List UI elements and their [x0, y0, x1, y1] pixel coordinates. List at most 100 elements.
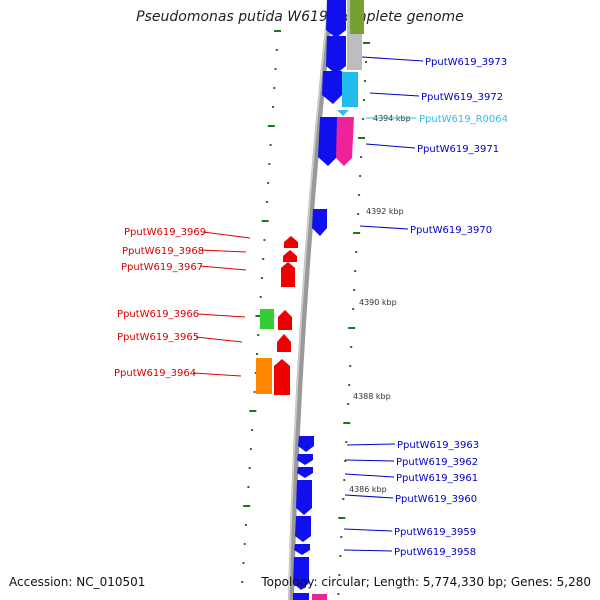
tick-mark — [352, 308, 355, 310]
gene-label-3959[interactable]: PputW619_3959 — [394, 527, 476, 538]
tick-mark — [251, 429, 254, 431]
gene-label-3968[interactable]: PputW619_3968 — [122, 246, 204, 257]
leader-line — [197, 313, 246, 318]
gene-bottom-pink — [312, 594, 327, 600]
tick-mark — [343, 422, 351, 424]
kbp-label-4392: 4392 kbp — [366, 207, 404, 216]
leader-line — [365, 143, 416, 149]
tick-mark — [267, 182, 270, 184]
leader-line — [199, 265, 247, 271]
accession-text: Accession: NC_010501 — [9, 575, 146, 589]
label-leader-lines — [192, 56, 424, 552]
tick-mark — [357, 213, 360, 215]
tick-mark — [347, 403, 350, 405]
tick-mark — [274, 68, 277, 70]
gene-3969-arrow[interactable] — [284, 236, 298, 248]
gene-label-R0064[interactable]: PputW619_R0064 — [419, 114, 508, 125]
gene-3960-arrow[interactable] — [296, 480, 312, 515]
right-gene-labels: PputW619_3973 PputW619_3972 PputW619_R00… — [394, 57, 508, 558]
tick-mark — [349, 365, 352, 367]
gene-label-3973[interactable]: PputW619_3973 — [425, 57, 507, 68]
gene-3973-arrow[interactable] — [326, 0, 346, 38]
gene-label-3964[interactable]: PputW619_3964 — [114, 368, 196, 379]
gene-label-3963[interactable]: PputW619_3963 — [397, 440, 479, 451]
gene-3973b-arrow[interactable] — [326, 36, 346, 74]
tick-mark — [338, 517, 346, 519]
tick-mark — [267, 125, 275, 127]
gene-3970-arrow[interactable] — [312, 209, 327, 236]
tick-mark — [272, 106, 275, 108]
tick-mark — [241, 581, 244, 583]
gene-3967-arrow[interactable] — [281, 262, 295, 287]
topology-text: Topology: circular; Length: 5,774,330 bp… — [261, 575, 591, 589]
tick-mark — [244, 524, 247, 526]
tick-mark — [340, 536, 343, 538]
tick-mark — [265, 201, 268, 203]
gene-3964-arrow[interactable] — [274, 359, 290, 395]
tick-mark — [343, 479, 346, 481]
tick-mark — [260, 277, 263, 279]
tick-mark — [348, 327, 356, 329]
tick-mark — [363, 99, 366, 101]
tick-mark — [364, 80, 367, 82]
tick-mark — [355, 251, 358, 253]
gene-3968-arrow[interactable] — [283, 250, 297, 262]
tick-mark — [249, 448, 252, 450]
gene-label-3962[interactable]: PputW619_3962 — [396, 457, 478, 468]
tick-mark — [274, 30, 281, 32]
gene-3958a-arrow[interactable] — [294, 544, 310, 555]
reverse-gene-track — [256, 236, 298, 395]
rna-R0064-marker[interactable] — [337, 110, 349, 116]
tick-mark — [253, 391, 256, 393]
kbp-label-4390: 4390 kbp — [359, 298, 397, 307]
tick-mark — [350, 346, 353, 348]
gene-label-3967[interactable]: PputW619_3967 — [121, 262, 203, 273]
gene-3971-arrow[interactable] — [318, 117, 337, 166]
tick-mark — [353, 289, 356, 291]
kbp-scale: 4394 kbp 4392 kbp 4390 kbp 4388 kbp 4386… — [349, 114, 411, 494]
leader-line — [343, 549, 393, 552]
gene-label-3960[interactable]: PputW619_3960 — [395, 494, 477, 505]
tick-mark — [365, 61, 368, 63]
gene-3966-arrow[interactable] — [278, 310, 292, 330]
genome-title: Pseudomonas putida W619, complete genome — [136, 9, 464, 25]
leader-line — [369, 92, 420, 97]
tick-mark — [348, 384, 351, 386]
leader-line — [192, 372, 242, 377]
gene-label-3972[interactable]: PputW619_3972 — [421, 92, 503, 103]
tick-mark — [255, 315, 263, 317]
tick-mark — [345, 441, 348, 443]
kbp-label-4386: 4386 kbp — [349, 485, 387, 494]
tick-mark — [263, 239, 266, 241]
gene-label-3958[interactable]: PputW619_3958 — [394, 547, 476, 558]
gene-3961-arrow[interactable] — [297, 467, 313, 478]
gene-label-3970[interactable]: PputW619_3970 — [410, 225, 492, 236]
tick-mark — [256, 353, 259, 355]
gene-label-3971[interactable]: PputW619_3971 — [417, 144, 499, 155]
gene-label-3965[interactable]: PputW619_3965 — [117, 332, 199, 343]
forward-gene-track-top — [312, 0, 364, 236]
gene-label-3961[interactable]: PputW619_3961 — [396, 473, 478, 484]
tick-mark — [358, 137, 366, 139]
tick-mark — [344, 460, 347, 462]
tick-mark — [242, 562, 245, 564]
gene-3972-arrow[interactable] — [322, 71, 342, 104]
forward-gene-track-bottom — [293, 436, 327, 600]
tick-mark — [337, 593, 340, 595]
gene-3965-arrow[interactable] — [277, 334, 291, 352]
tick-mark — [338, 574, 341, 576]
tick-mark — [259, 296, 262, 298]
gene-label-3969[interactable]: PputW619_3969 — [124, 227, 206, 238]
tick-mark — [243, 505, 251, 507]
gene-3963-arrow[interactable] — [298, 436, 314, 452]
gene-3971-companion — [336, 117, 354, 166]
gene-3958-arrow[interactable] — [293, 557, 309, 590]
kbp-label-4388: 4388 kbp — [353, 392, 391, 401]
gene-bottom-blue — [293, 593, 309, 600]
gene-3962-arrow[interactable] — [297, 454, 313, 465]
gene-label-3966[interactable]: PputW619_3966 — [117, 309, 199, 320]
tick-mark — [257, 334, 260, 336]
tick-mark — [342, 498, 345, 500]
gene-3959-arrow[interactable] — [295, 516, 311, 542]
